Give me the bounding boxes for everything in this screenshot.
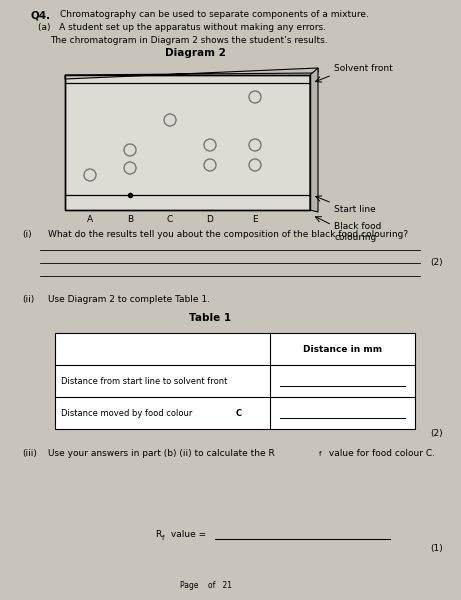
- Text: Q4.: Q4.: [30, 10, 50, 20]
- Text: Distance from start line to solvent front: Distance from start line to solvent fron…: [61, 377, 227, 385]
- Text: (1): (1): [430, 544, 443, 553]
- Text: Distance moved by food colour: Distance moved by food colour: [61, 409, 195, 418]
- Text: Distance in mm: Distance in mm: [303, 344, 382, 353]
- Text: What do the results tell you about the composition of the black food colouring?: What do the results tell you about the c…: [48, 230, 408, 239]
- Bar: [55, 333, 415, 429]
- Text: Diagram 2: Diagram 2: [165, 48, 225, 58]
- Text: A: A: [87, 215, 93, 224]
- Text: D: D: [207, 215, 213, 224]
- Text: Table 1: Table 1: [189, 313, 231, 323]
- Text: f: f: [319, 451, 321, 457]
- Polygon shape: [310, 68, 318, 212]
- Text: Black food
colouring: Black food colouring: [334, 222, 381, 242]
- Text: E: E: [252, 215, 258, 224]
- Text: value =: value =: [168, 530, 209, 539]
- Text: (ii): (ii): [22, 295, 34, 304]
- Text: C: C: [236, 409, 242, 418]
- Text: (a)   A student set up the apparatus without making any errors.: (a) A student set up the apparatus witho…: [38, 23, 326, 32]
- Polygon shape: [65, 68, 318, 79]
- Text: Solvent front: Solvent front: [334, 64, 393, 73]
- Text: (2): (2): [430, 258, 443, 267]
- Text: (iii): (iii): [22, 449, 37, 458]
- Bar: [65, 75, 310, 210]
- Text: (2): (2): [430, 429, 443, 438]
- Text: Chromatography can be used to separate components of a mixture.: Chromatography can be used to separate c…: [60, 10, 369, 19]
- Text: B: B: [127, 215, 133, 224]
- Text: C: C: [167, 215, 173, 224]
- Text: R: R: [155, 530, 161, 539]
- Text: (i): (i): [22, 230, 32, 239]
- Text: The chromatogram in Diagram 2 shows the student’s results.: The chromatogram in Diagram 2 shows the …: [50, 36, 328, 45]
- Text: value for food colour C.: value for food colour C.: [326, 449, 435, 458]
- Text: f: f: [162, 535, 165, 541]
- Polygon shape: [65, 75, 310, 210]
- Text: Page    of   21: Page of 21: [180, 581, 232, 590]
- Text: Use Diagram 2 to complete Table 1.: Use Diagram 2 to complete Table 1.: [48, 295, 210, 304]
- Text: Use your answers in part (b) (ii) to calculate the R: Use your answers in part (b) (ii) to cal…: [48, 449, 275, 458]
- Text: Start line: Start line: [334, 205, 376, 214]
